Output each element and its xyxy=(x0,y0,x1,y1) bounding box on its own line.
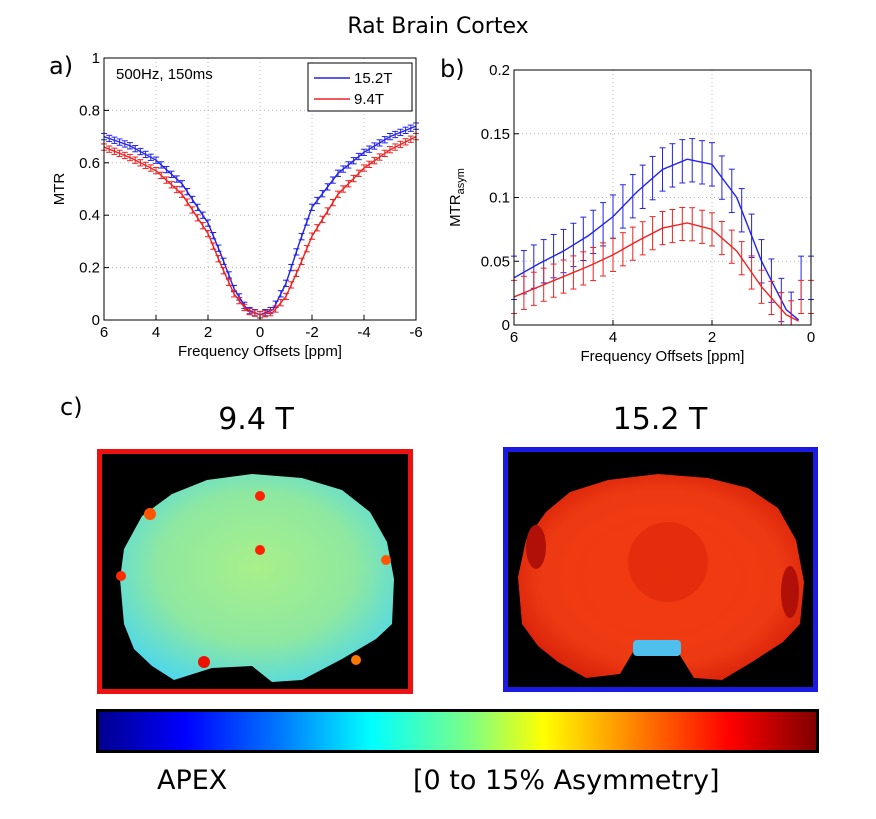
y-tick-label: 0.8 xyxy=(79,102,100,119)
hotspot xyxy=(198,656,210,668)
brain-shape-9-4t xyxy=(120,474,394,682)
x-tick-label: -6 xyxy=(409,324,422,341)
panel-label-b: b) xyxy=(440,55,465,83)
map-9-4t-image xyxy=(97,449,413,694)
y-tick-label: 0.15 xyxy=(481,126,510,143)
hotspot xyxy=(144,508,156,520)
x-tick-label: 0 xyxy=(256,324,264,341)
chart-b-mtrasym: 6 4 2 0 0 0.05 0.1 0.15 0.2 Frequency Offsets [pp… xyxy=(447,62,815,365)
x-axis-label: Frequency Offsets [ppm] xyxy=(178,343,342,360)
y-tick-label: 0.4 xyxy=(79,207,100,224)
map-title-15-2t: 15.2 T xyxy=(612,402,708,437)
y-axis-label-main: MTR xyxy=(447,194,464,227)
legend-label-15.2T: 15.2T xyxy=(354,70,392,87)
colorbar-right-label: [0 to 15% Asymmetry] xyxy=(413,765,720,796)
hot-region xyxy=(526,525,546,569)
x-tick-label: 2 xyxy=(204,324,212,341)
x-tick-label: 4 xyxy=(152,324,160,341)
x-tick-label: 4 xyxy=(609,329,617,346)
figure-title: Rat Brain Cortex xyxy=(347,14,529,39)
y-tick-label: 0.1 xyxy=(489,190,510,207)
legend-box xyxy=(307,62,413,112)
x-tick-label: -4 xyxy=(357,324,370,341)
hot-region xyxy=(781,566,799,618)
y-tick-label: 0 xyxy=(502,317,510,334)
y-tick-label: 0.6 xyxy=(79,155,100,172)
y-tick-label: 0.05 xyxy=(481,253,510,270)
x-axis-label: Frequency Offsets [ppm] xyxy=(581,348,745,365)
x-tick-label: 6 xyxy=(100,324,108,341)
y-tick-label: 1 xyxy=(92,50,100,67)
brain-map-15-2t xyxy=(518,474,804,680)
chart-a-mtr: 6 4 2 0 -2 -4 -6 0 0.2 0.4 0.6 0.8 1 Frequency Offset… xyxy=(51,50,423,360)
panel-label-c: c) xyxy=(60,393,83,421)
y-tick-label: 0.2 xyxy=(489,62,510,79)
y-tick-label: 0.2 xyxy=(79,260,100,277)
y-axis-label: MTR xyxy=(51,173,68,206)
map-15-2t-image xyxy=(503,447,818,692)
x-tick-label: 0 xyxy=(807,329,815,346)
hot-region xyxy=(628,522,708,602)
cool-region xyxy=(633,640,681,656)
colorbar xyxy=(96,709,819,753)
hotspot xyxy=(255,545,265,555)
brain-map-9-4t xyxy=(116,474,394,682)
hotspot xyxy=(351,655,361,665)
y-axis-label-subscript: asym xyxy=(455,168,467,194)
y-axis-label-main: MTR xyxy=(51,173,68,206)
annotation-label: 500Hz, 150ms xyxy=(116,66,213,83)
hotspot xyxy=(116,571,126,581)
hotspot xyxy=(255,491,265,501)
panel-label-a: a) xyxy=(49,52,74,80)
legend-label-9.4T: 9.4T xyxy=(354,91,384,108)
x-tick-label: 6 xyxy=(510,329,518,346)
hotspot xyxy=(381,555,391,565)
x-tick-label: -2 xyxy=(305,324,318,341)
map-title-9-4t: 9.4 T xyxy=(218,402,294,437)
colorbar-left-label: APEX xyxy=(157,765,228,796)
x-tick-label: 2 xyxy=(708,329,716,346)
y-axis-label: MTRasym xyxy=(447,168,467,227)
y-tick-label: 0 xyxy=(92,312,100,329)
